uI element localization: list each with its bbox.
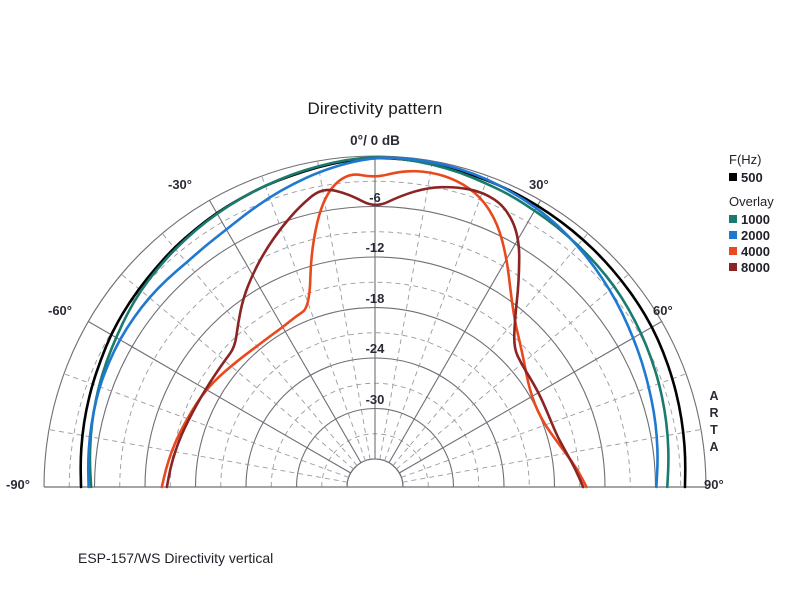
legend-label: 500 — [741, 169, 763, 185]
angle-tick-minus90: -90° — [6, 477, 30, 492]
radial-tick-minus30: -30 — [365, 391, 385, 407]
legend: F(Hz) 500 Overlay 1000 2000 4000 8000 — [729, 152, 799, 275]
zero-axis-label: 0°/ 0 dB — [350, 133, 400, 148]
arta-letter: T — [710, 423, 718, 437]
legend-swatch-icon — [729, 173, 737, 181]
legend-item-1000[interactable]: 1000 — [729, 211, 799, 227]
legend-title-overlay: Overlay — [729, 194, 774, 209]
series-curve-4000 — [160, 169, 588, 489]
grid-spoke-major — [398, 321, 662, 474]
radial-tick-minus24: -24 — [365, 341, 385, 356]
legend-label: 8000 — [741, 259, 770, 275]
arta-letter: A — [709, 440, 719, 454]
grid-spoke-minor — [392, 233, 589, 466]
angle-tick-60: 60° — [653, 303, 673, 318]
grid-spoke-minor — [261, 175, 366, 461]
grid-arc-minor — [220, 332, 530, 488]
grid-arc-minor — [169, 281, 581, 488]
grid-spoke-minor — [396, 273, 629, 470]
legend-swatch-icon — [729, 215, 737, 223]
arta-letter: A — [709, 389, 719, 403]
grid-spoke-major — [209, 200, 362, 464]
grid-spoke-minor — [401, 373, 687, 478]
grid-spoke-minor — [402, 429, 702, 483]
radial-tick-minus12: -12 — [365, 240, 385, 255]
legend-swatch-icon — [729, 263, 737, 271]
series-curve-8000 — [165, 185, 585, 489]
series-curve-500 — [79, 156, 687, 489]
angle-tick-minus60: -60° — [48, 303, 72, 318]
legend-item-500[interactable]: 500 — [729, 169, 799, 185]
grid-spoke-minor — [161, 233, 358, 466]
grid-spoke-minor — [379, 160, 433, 460]
grid-spoke-minor — [48, 429, 348, 483]
legend-swatch-icon — [729, 231, 737, 239]
radial-tick-minus6: -6 — [369, 189, 381, 205]
grid-spoke-minor — [384, 175, 489, 461]
legend-group-main: 500 — [729, 169, 799, 185]
chart-caption: ESP-157/WS Directivity vertical — [78, 550, 274, 566]
legend-item-4000[interactable]: 4000 — [729, 243, 799, 259]
angle-tick-30: 30° — [529, 177, 549, 192]
legend-label: 4000 — [741, 243, 770, 259]
page-title: Directivity pattern — [307, 99, 443, 118]
grid-spoke-minor — [317, 160, 371, 460]
arta-letter: R — [709, 406, 719, 420]
radial-tick-minus18: -18 — [365, 290, 385, 306]
angle-tick-minus30: -30° — [168, 177, 192, 192]
legend-item-8000[interactable]: 8000 — [729, 259, 799, 275]
legend-swatch-icon — [729, 247, 737, 255]
grid-spoke-major — [388, 200, 541, 464]
angle-tick-90: 90° — [704, 477, 724, 492]
legend-title-main: F(Hz) — [729, 152, 762, 167]
series-curve-1000 — [88, 156, 670, 489]
grid-spoke-minor — [63, 373, 349, 478]
legend-label: 1000 — [741, 211, 770, 227]
grid-spoke-minor — [121, 273, 354, 470]
legend-item-2000[interactable]: 2000 — [729, 227, 799, 243]
legend-label: 2000 — [741, 227, 770, 243]
series-curve-2000 — [86, 156, 659, 489]
legend-group-overlay: 1000 2000 4000 8000 — [729, 211, 799, 275]
grid-spoke-major — [88, 321, 352, 474]
